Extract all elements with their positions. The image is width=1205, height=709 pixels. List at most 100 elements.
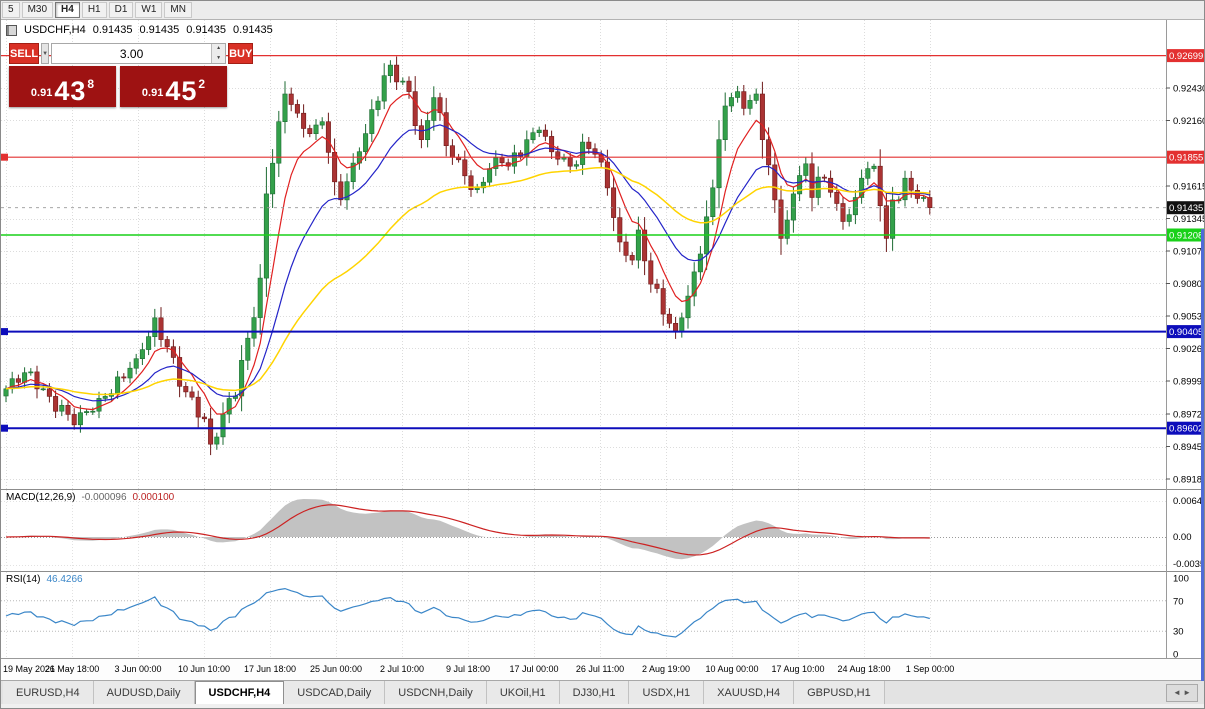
- rsi-grid: [6, 572, 931, 658]
- buy-button[interactable]: BUY: [228, 43, 254, 64]
- svg-text:30: 30: [1173, 627, 1184, 638]
- svg-text:0.90805: 0.90805: [1173, 279, 1205, 290]
- chart-icon: [6, 24, 17, 36]
- timeframe-button-H1[interactable]: H1: [81, 2, 107, 18]
- time-label: 3 Jun 00:00: [114, 664, 162, 674]
- svg-text:0.90535: 0.90535: [1173, 312, 1205, 323]
- svg-text:0.89602: 0.89602: [1169, 424, 1203, 435]
- time-label: 24 Aug 18:00: [837, 664, 891, 674]
- svg-text:0.91345: 0.91345: [1173, 214, 1205, 225]
- time-label: 10 Jun 10:00: [177, 664, 231, 674]
- svg-text:0.92160: 0.92160: [1173, 116, 1205, 127]
- timeframe-button-D1[interactable]: D1: [108, 2, 134, 18]
- tab-usdcad-daily[interactable]: USDCAD,Daily: [284, 681, 386, 704]
- macd-main-value: -0.000096: [81, 492, 127, 503]
- svg-text:70: 70: [1173, 596, 1184, 607]
- tab-ukoil-h1[interactable]: UKOil,H1: [486, 681, 560, 704]
- time-label: 1 Sep 00:00: [905, 664, 955, 674]
- hline-left-marker: [1, 424, 8, 432]
- svg-text:0.91208: 0.91208: [1169, 231, 1203, 242]
- rsi-line: [5, 587, 930, 638]
- rsi-label: RSI(14): [6, 574, 41, 585]
- rsi-header: RSI(14) 46.4266: [6, 574, 83, 585]
- svg-text:0.92430: 0.92430: [1173, 84, 1205, 95]
- time-label: 25 Jun 00:00: [309, 664, 363, 674]
- timeframe-toolbar: 5 M30 H4 H1 D1 W1 MN: [1, 1, 1204, 20]
- tab-audusd-daily[interactable]: AUDUSD,Daily: [93, 681, 195, 704]
- time-label: 26 Jul 11:00: [575, 664, 625, 674]
- svg-text:0.92699: 0.92699: [1169, 51, 1203, 62]
- timeframe-button-M30[interactable]: M30: [21, 2, 54, 18]
- lot-input[interactable]: [52, 44, 212, 63]
- svg-text:0.91435: 0.91435: [1169, 203, 1203, 214]
- macd-indicator-pane[interactable]: 0.00645 0.00 -0.00350: [1, 489, 1205, 571]
- tab-usdchf-h4[interactable]: USDCHF,H4: [194, 681, 285, 704]
- price-axis: 0.92430 0.92160 0.91615 0.91345 0.91075 0.908…: [1166, 20, 1205, 489]
- svg-text:-0.00350: -0.00350: [1173, 559, 1205, 570]
- tab-dj30-h1[interactable]: DJ30,H1: [559, 681, 630, 704]
- main-price-chart[interactable]: 0.92430 0.92160 0.91615 0.91345 0.91075 0.908…: [1, 20, 1205, 489]
- timeframe-button-W1[interactable]: W1: [135, 2, 163, 18]
- macd-signal-line: [5, 504, 930, 556]
- svg-text:0.00: 0.00: [1173, 532, 1192, 543]
- spinner-up-icon[interactable]: ▲: [212, 44, 226, 54]
- current-price-label: [1167, 201, 1204, 215]
- sell-button[interactable]: SELL: [9, 43, 40, 64]
- chart-symbol: USDCHF,H4: [24, 24, 86, 36]
- timeframe-button-MN[interactable]: MN: [164, 2, 192, 18]
- buy-price-prefix: 0.91: [141, 87, 164, 99]
- time-label: 26 May 18:00: [44, 664, 100, 674]
- timeframe-button-H4[interactable]: H4: [55, 2, 80, 18]
- lot-field-wrap: ▲ ▼: [51, 43, 227, 64]
- window-edge-accent: [1201, 229, 1204, 681]
- svg-text:0.89995: 0.89995: [1173, 377, 1205, 388]
- rsi-indicator-pane[interactable]: 100 70 30 0: [1, 571, 1205, 658]
- timeframe-button-5[interactable]: 5: [2, 2, 20, 18]
- sell-price-sup: 8: [87, 77, 95, 91]
- hline-left-marker: [1, 153, 8, 161]
- time-label: 17 Jul 00:00: [509, 664, 559, 674]
- buy-price-big: 45: [165, 76, 198, 106]
- macd-signal-value: 0.000100: [132, 492, 175, 503]
- buy-price-sup: 2: [198, 77, 206, 91]
- tab-xauusd-h4[interactable]: XAUUSD,H4: [704, 681, 795, 704]
- sell-price-display[interactable]: 0.91 43 8: [9, 66, 116, 107]
- time-label: 10 Aug 00:00: [705, 664, 759, 674]
- tab-gbpusd-h1[interactable]: GBPUSD,H1: [794, 681, 885, 704]
- chart-ohlc-header: USDCHF,H4 0.91435 0.91435 0.91435 0.9143…: [6, 24, 273, 36]
- lot-preset-dropdown[interactable]: ▼: [41, 43, 50, 64]
- hline-left-marker: [1, 328, 8, 336]
- moving-average-lines: [5, 93, 931, 415]
- chart-tabs-bar: EURUSD,H4 AUDUSD,Daily USDCHF,H4 USDCAD,Dai…: [1, 680, 1204, 704]
- sell-price-prefix: 0.91: [30, 87, 53, 99]
- rsi-value: 46.4266: [46, 574, 83, 585]
- tab-eurusd-h4[interactable]: EURUSD,H4: [3, 681, 94, 704]
- time-label: 17 Jun 18:00: [243, 664, 297, 674]
- svg-text:0.89180: 0.89180: [1173, 475, 1205, 486]
- svg-text:0.91615: 0.91615: [1173, 182, 1205, 193]
- macd-label: MACD(12,26,9): [6, 492, 76, 503]
- svg-text:0.90405: 0.90405: [1169, 327, 1203, 338]
- svg-text:0.91075: 0.91075: [1173, 247, 1205, 258]
- svg-text:0.89450: 0.89450: [1173, 442, 1205, 453]
- svg-text:0.89720: 0.89720: [1173, 410, 1205, 421]
- buy-price-display[interactable]: 0.91 45 2: [120, 66, 227, 107]
- chart-open: 0.91435: [92, 24, 133, 36]
- time-label: 2 Jul 10:00: [379, 664, 425, 674]
- macd-histogram: [6, 499, 930, 560]
- tab-scroll-button[interactable]: ◄ ►: [1166, 683, 1198, 702]
- horizontal-line-objects[interactable]: [1, 54, 1166, 432]
- tab-usdcnh-daily[interactable]: USDCNH,Daily: [385, 681, 487, 704]
- tab-usdx-h1[interactable]: USDX,H1: [629, 681, 705, 704]
- svg-text:0.91855: 0.91855: [1169, 153, 1203, 164]
- time-label: 17 Aug 10:00: [771, 664, 825, 674]
- chevron-down-icon: ▼: [42, 50, 49, 57]
- sell-price-big: 43: [54, 76, 87, 106]
- spinner-down-icon[interactable]: ▼: [212, 53, 226, 63]
- svg-text:100: 100: [1173, 574, 1189, 585]
- time-label: 19 May 2021: [3, 664, 56, 674]
- time-axis[interactable]: 19 May 2021 26 May 18:00 3 Jun 00:00 10 Jun…: [1, 658, 1204, 680]
- chart-close: 0.91435: [233, 24, 273, 36]
- one-click-trading-panel: SELL ▼ ▲ ▼ BUY 0.91 43 8 0.91 45 2: [9, 43, 254, 107]
